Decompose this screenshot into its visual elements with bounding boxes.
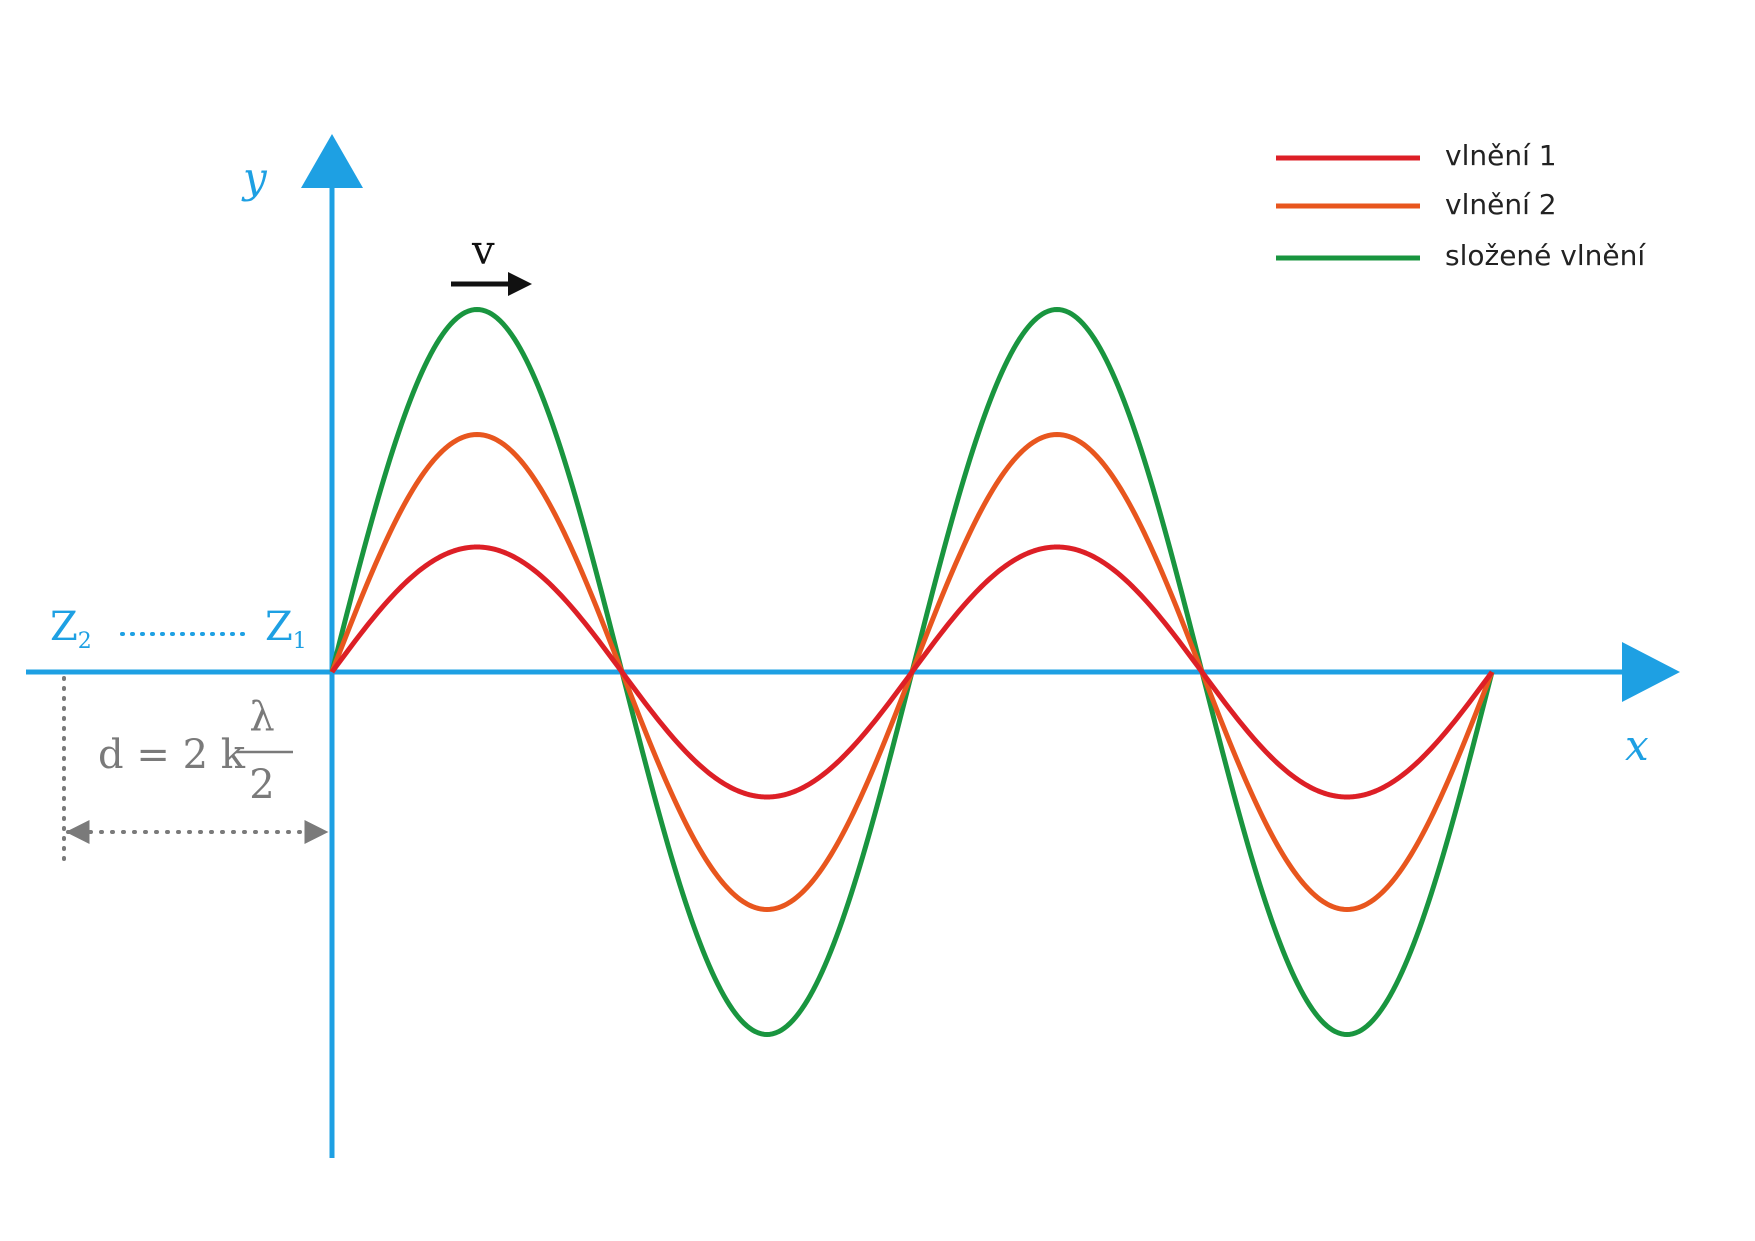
distance-formula-lhs: d = 2 k <box>98 732 246 778</box>
legend-item-wave-1: vlnění 1 <box>1276 139 1557 172</box>
velocity-arrowhead <box>508 272 532 296</box>
source-z2-label: Z2 <box>50 604 92 654</box>
source-z1-label: Z1 <box>265 604 307 654</box>
source-z1-letter: Z <box>265 604 293 650</box>
legend: vlnění 1 vlnění 2 složené vlnění <box>1276 139 1646 272</box>
velocity-indicator: v <box>451 228 532 296</box>
y-axis-arrowhead <box>301 134 363 188</box>
source-z2-letter: Z <box>50 604 78 650</box>
source-z1-subscript: 1 <box>293 629 307 654</box>
wave-1-curve <box>329 544 1495 800</box>
velocity-label: v <box>471 228 495 274</box>
legend-item-composite: složené vlnění <box>1276 239 1646 272</box>
sources-labels: Z2 Z1 <box>50 604 307 654</box>
legend-label-composite: složené vlnění <box>1445 239 1646 272</box>
legend-label-wave-2: vlnění 2 <box>1445 188 1557 221</box>
waves <box>329 307 1495 1037</box>
x-axis-label: x <box>1625 721 1649 770</box>
x-axis-arrowhead <box>1622 642 1680 702</box>
source-z2-subscript: 2 <box>78 629 92 654</box>
legend-label-wave-1: vlnění 1 <box>1445 139 1557 172</box>
distance-formula-numerator: λ <box>249 694 274 740</box>
legend-item-wave-2: vlnění 2 <box>1276 188 1557 221</box>
y-axis-label: y <box>241 153 268 202</box>
distance-indicator: d = 2 k λ 2 <box>62 676 329 864</box>
distance-formula-denominator: 2 <box>249 762 274 808</box>
